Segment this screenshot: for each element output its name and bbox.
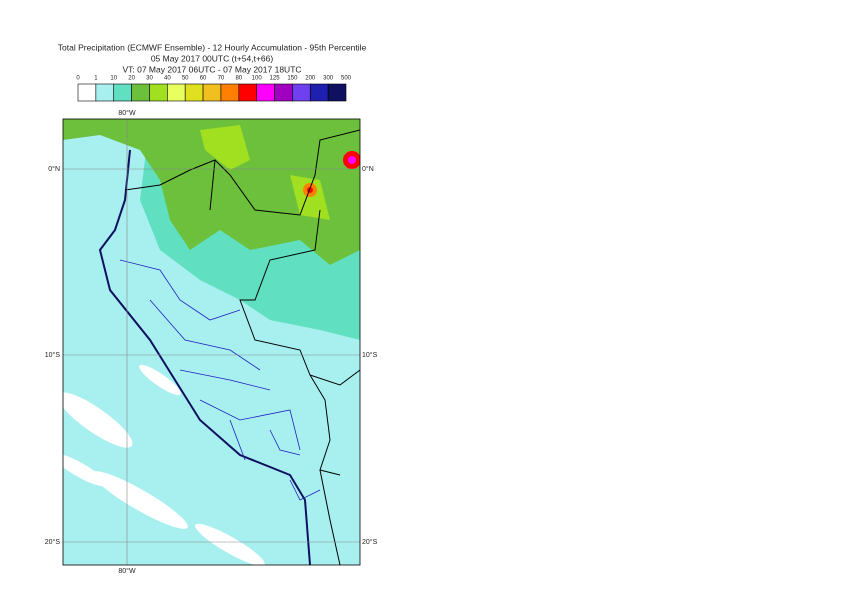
title: Total Precipitation (ECMWF Ensemble) - 1… [58,42,367,52]
legend-label: 300 [323,76,334,82]
legend-swatch [77,83,97,102]
borders [124,129,360,565]
legend-swatch [149,83,168,102]
legend-label: 150 [287,76,298,82]
run-time: 05 May 2017 00UTC (t+54,t+66) [151,53,274,63]
legend-swatch [327,83,347,102]
map-frame [62,118,361,566]
legend-label: 30 [146,76,153,82]
latitude-label: 0°N [48,165,60,173]
legend-label: 40 [164,76,171,82]
latitude-label: 20°S [45,538,61,546]
legend-swatch [113,83,132,102]
legend: 0 1 10 20 30 40 50 60 70 80 100 125 150 200 300 500 [76,76,352,102]
legend-swatch [131,83,150,102]
legend-label: 500 [341,76,352,82]
legend-label: 50 [182,76,189,82]
legend-swatch [220,83,240,102]
legend-swatch [256,83,275,102]
legend-swatch [292,83,311,102]
legend-swatch [95,83,115,102]
longitude-label: 80°W [118,109,136,117]
dry-areas [63,364,265,565]
latitude-label: 20°S [362,538,378,546]
map [63,119,360,565]
legend-swatch [274,83,293,102]
longitude-label: 80°W [118,567,136,575]
latitude-label: 10°S [45,351,61,359]
legend-label: 0 [76,76,80,82]
legend-label: 100 [252,76,263,82]
valid-time: VT: 07 May 2017 06UTC - 07 May 2017 18UT… [122,64,301,74]
legend-label: 20 [128,76,135,82]
legend-swatch [238,83,257,102]
legend-swatch [202,83,222,102]
heavier-rain [200,125,330,220]
regions [119,259,321,501]
coastline [98,149,311,565]
legend-swatch [184,83,204,102]
latitude-label: 10°S [362,351,378,359]
legend-swatch [167,83,186,102]
legend-label: 10 [110,76,117,82]
legend-label: 125 [270,76,281,82]
legend-label: 200 [305,76,316,82]
legend-label: 60 [200,76,207,82]
legend-swatch [309,83,329,102]
legend-label: 80 [235,76,242,82]
graticule: 80°W 80°W 0°N 0°N 10°S 10°S 20°S 20°S [45,109,378,575]
latitude-label: 0°N [362,165,374,173]
legend-label: 1 [94,76,98,82]
legend-label: 70 [218,76,225,82]
